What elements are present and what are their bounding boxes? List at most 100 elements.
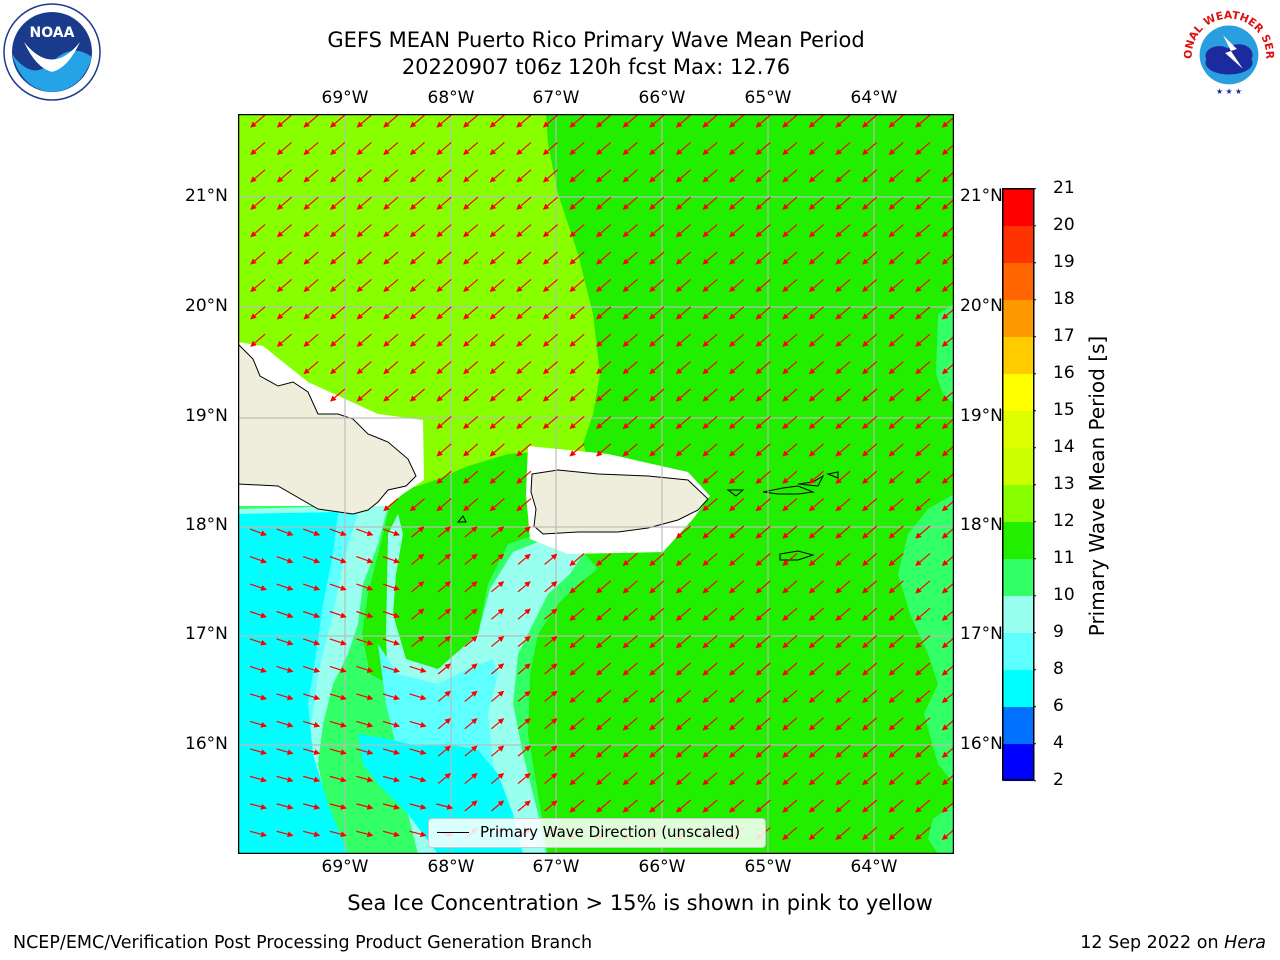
wave-direction-arrow (249, 693, 267, 701)
wave-direction-arrow (544, 772, 558, 785)
wave-direction-arrow (489, 306, 505, 320)
wave-direction-arrow (356, 388, 372, 402)
wave-direction-arrow (596, 169, 612, 183)
wave-direction-arrow (569, 415, 585, 430)
wave-direction-arrow (888, 635, 904, 649)
wave-direction-arrow (862, 333, 878, 347)
wave-direction-arrow (808, 662, 824, 676)
wave-direction-arrow (729, 361, 745, 375)
wave-direction-arrow (383, 196, 399, 210)
wave-direction-arrow (941, 719, 954, 731)
colorbar-band (1002, 484, 1034, 523)
wave-direction-arrow (808, 114, 824, 128)
wave-direction-arrow (649, 607, 665, 621)
wave-direction-arrow (569, 196, 585, 210)
wave-direction-arrow (755, 498, 771, 512)
wave-direction-arrow (915, 498, 931, 512)
wave-direction-arrow (915, 607, 931, 621)
wave-direction-arrow (888, 388, 904, 402)
wave-direction-arrow (356, 803, 374, 810)
wave-direction-arrow (303, 748, 321, 756)
wave-direction-arrow (356, 748, 374, 756)
svg-text:★ ★ ★: ★ ★ ★ (1216, 87, 1242, 96)
wave-direction-arrow (303, 333, 319, 347)
wave-direction-arrow (517, 772, 531, 785)
lon-label-top: 68°W (427, 88, 475, 108)
wave-direction-arrow (329, 610, 347, 619)
wave-direction-arrow (250, 114, 266, 128)
wave-direction-arrow (862, 525, 878, 539)
wave-direction-arrow (356, 610, 374, 619)
wave-direction-arrow (303, 141, 319, 156)
wave-direction-arrow (437, 718, 451, 730)
wave-direction-arrow (544, 800, 558, 812)
wave-direction-arrow (729, 251, 745, 265)
wave-direction-arrow (888, 141, 904, 156)
wave-direction-arrow (569, 141, 585, 156)
wave-direction-arrow (702, 772, 718, 786)
wave-direction-arrow (596, 388, 612, 402)
wave-direction-arrow (835, 470, 851, 484)
wave-direction-arrow (622, 141, 638, 156)
wave-direction-arrow (649, 141, 665, 156)
wave-direction-arrow (329, 720, 347, 728)
wave-direction-arrow (915, 141, 931, 156)
wave-direction-arrow (411, 553, 425, 565)
wave-direction-arrow (702, 470, 718, 484)
wave-direction-arrow (915, 361, 931, 375)
colorbar-band (1002, 410, 1034, 449)
wave-direction-arrow (888, 224, 904, 238)
wave-direction-arrow (862, 415, 878, 430)
wave-direction-arrow (382, 775, 400, 783)
lat-label-left: 19°N (185, 406, 228, 426)
wave-direction-arrow (596, 744, 612, 758)
wave-direction-arrow (915, 580, 931, 594)
wave-direction-arrow (941, 116, 954, 128)
wave-direction-arrow (622, 306, 638, 320)
wave-direction-arrow (437, 690, 451, 702)
colorbar-band (1002, 558, 1034, 597)
wave-direction-arrow (491, 718, 505, 730)
wave-direction-arrow (409, 224, 425, 238)
wave-direction-arrow (544, 553, 558, 565)
wave-direction-arrow (464, 690, 478, 702)
wave-direction-arrow (915, 470, 931, 484)
wave-period-map (238, 114, 954, 854)
wave-direction-arrow (409, 665, 427, 673)
wave-direction-arrow (517, 526, 531, 538)
wave-direction-arrow (915, 443, 931, 457)
wave-direction-arrow (516, 306, 532, 320)
colorbar-band (1002, 373, 1034, 412)
wave-direction-arrow (436, 278, 452, 293)
wave-direction-arrow (941, 171, 954, 183)
wave-direction-arrow (569, 552, 585, 567)
wave-direction-arrow (569, 251, 585, 265)
wave-direction-arrow (463, 251, 479, 265)
lon-label-bottom: 64°W (850, 857, 898, 877)
wave-direction-arrow (835, 224, 851, 238)
wave-direction-arrow (276, 196, 292, 210)
wave-direction-arrow (782, 799, 798, 813)
wave-direction-arrow (409, 141, 425, 156)
colorbar-band (1002, 299, 1034, 338)
wave-direction-arrow (755, 278, 771, 293)
colorbar-tick-label: 17 (1053, 325, 1075, 346)
wave-direction-arrow (489, 388, 505, 402)
wave-direction-arrow (276, 141, 292, 156)
wave-direction-arrow (862, 251, 878, 265)
wave-direction-arrow (356, 333, 372, 347)
wave-direction-arrow (941, 554, 954, 567)
wave-direction-arrow (729, 607, 745, 621)
wave-direction-arrow (516, 114, 532, 128)
wave-direction-arrow (491, 526, 505, 538)
wave-direction-arrow (356, 665, 374, 673)
wave-direction-arrow (383, 498, 399, 512)
wave-direction-arrow (862, 498, 878, 512)
wave-direction-arrow (411, 635, 425, 648)
wave-direction-arrow (356, 141, 372, 156)
land-hispaniola (238, 343, 417, 515)
wave-direction-arrow (276, 610, 294, 619)
wave-direction-arrow (329, 583, 347, 591)
wave-direction-arrow (464, 608, 478, 620)
wave-direction-arrow (249, 803, 267, 810)
